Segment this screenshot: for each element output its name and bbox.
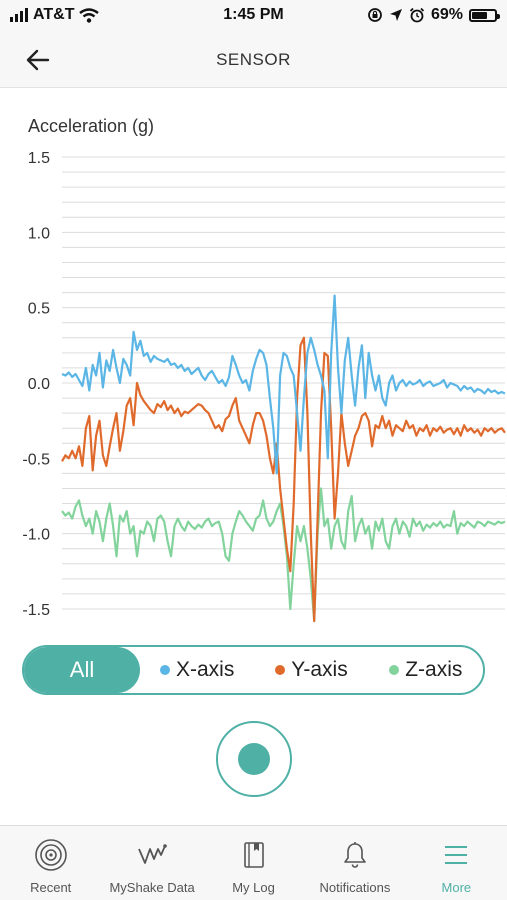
tab-recent-label: Recent bbox=[30, 880, 72, 895]
y-tick-label: -1.5 bbox=[22, 602, 50, 619]
tab-more[interactable]: More bbox=[406, 826, 507, 900]
battery-percent: 69% bbox=[430, 6, 463, 23]
y-tick-label: 0.0 bbox=[28, 376, 50, 393]
series-line-z-axis bbox=[61, 487, 506, 623]
y-tick-label: -0.5 bbox=[22, 451, 50, 468]
y-axis-label: Acceleration (g) bbox=[28, 116, 154, 136]
filter-x-axis-label: X-axis bbox=[175, 658, 235, 681]
z-axis-dot-icon bbox=[389, 665, 400, 675]
page-title: SENSOR bbox=[216, 50, 291, 69]
battery-fill bbox=[472, 11, 488, 19]
y-axis-dot-icon bbox=[275, 665, 286, 675]
status-bar: AT&T 1:45 PM 69% bbox=[0, 0, 507, 32]
signal-icon bbox=[10, 8, 28, 22]
back-button[interactable] bbox=[18, 42, 58, 78]
axis-filter: All X-axis Y-axis Z-axis bbox=[22, 645, 485, 695]
filter-z-axis-button[interactable]: Z-axis bbox=[369, 658, 483, 682]
record-button[interactable] bbox=[216, 721, 292, 797]
tab-myshake-data-label: MyShake Data bbox=[109, 880, 195, 895]
status-right: 69% bbox=[367, 6, 500, 24]
seismograph-icon bbox=[137, 838, 167, 872]
filter-x-axis-button[interactable]: X-axis bbox=[140, 658, 254, 682]
tab-my-log[interactable]: My Log bbox=[203, 826, 304, 900]
alarm-icon bbox=[409, 7, 425, 23]
acceleration-chart: Acceleration (g) 1.5 1.0 0.5 0.0 -0.5 -1.0 -1.5 bbox=[0, 100, 507, 630]
menu-icon bbox=[443, 838, 469, 872]
filter-z-axis-label: Z-axis bbox=[405, 658, 463, 681]
tab-myshake-data[interactable]: MyShake Data bbox=[101, 826, 202, 900]
tab-more-label: More bbox=[441, 880, 472, 895]
record-icon bbox=[238, 743, 270, 775]
filter-y-axis-label: Y-axis bbox=[291, 658, 348, 681]
series-line-x-axis bbox=[61, 294, 506, 475]
filter-y-axis-button[interactable]: Y-axis bbox=[254, 658, 368, 682]
carrier-label: AT&T bbox=[33, 6, 75, 23]
bell-icon bbox=[342, 838, 368, 872]
filter-all-button[interactable]: All bbox=[24, 647, 140, 693]
y-tick-label: 0.5 bbox=[28, 301, 50, 318]
target-icon bbox=[34, 838, 68, 872]
arrow-left-icon bbox=[26, 49, 50, 71]
x-axis-dot-icon bbox=[159, 665, 170, 675]
tab-bar: Recent MyShake Data My Log bbox=[0, 825, 507, 900]
y-tick-label: 1.5 bbox=[28, 150, 50, 167]
status-left: AT&T bbox=[10, 6, 100, 24]
tab-recent[interactable]: Recent bbox=[0, 826, 101, 900]
wifi-icon bbox=[79, 7, 100, 23]
tab-notifications[interactable]: Notifications bbox=[304, 826, 405, 900]
book-icon bbox=[243, 838, 265, 872]
y-tick-label: 1.0 bbox=[28, 225, 50, 242]
screen-lock-icon bbox=[368, 8, 382, 22]
chart-svg: Acceleration (g) 1.5 1.0 0.5 0.0 -0.5 -1.0 -1.5 bbox=[22, 116, 506, 623]
y-tick-label: -1.0 bbox=[22, 527, 50, 544]
battery-icon bbox=[469, 8, 500, 22]
tab-notifications-label: Notifications bbox=[319, 880, 391, 895]
series-line-y-axis bbox=[61, 336, 506, 623]
tab-my-log-label: My Log bbox=[232, 880, 275, 895]
location-arrow-icon bbox=[389, 9, 402, 21]
app-header: SENSOR bbox=[0, 32, 507, 88]
